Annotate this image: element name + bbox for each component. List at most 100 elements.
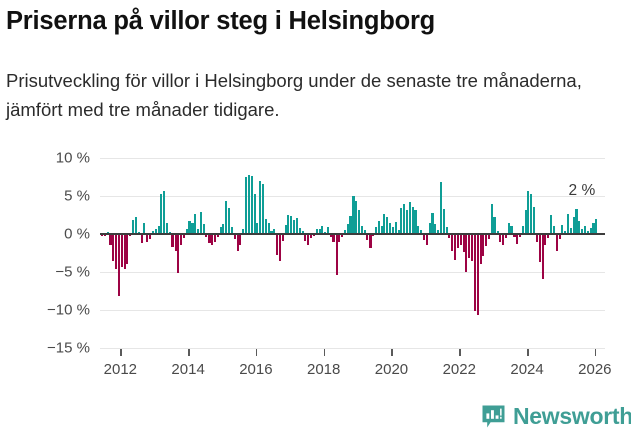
- chart-bar: [239, 234, 242, 245]
- last-value-annotation: 2 %: [568, 182, 596, 200]
- chart-bar: [383, 214, 386, 234]
- chart-bar: [524, 210, 527, 234]
- chart-bar: [578, 221, 581, 234]
- chart-bar: [493, 217, 496, 234]
- chart-bar: [552, 226, 555, 234]
- chart-bar: [377, 221, 380, 234]
- chart-bar: [501, 234, 505, 246]
- chart-bar: [281, 234, 284, 241]
- chart-bar: [247, 175, 250, 234]
- chart-bar: [261, 183, 265, 234]
- chart-bar: [448, 234, 451, 238]
- chart-bar: [434, 224, 437, 234]
- chart-bar: [400, 208, 403, 234]
- chart-bar: [129, 234, 132, 237]
- chart-bar: [372, 234, 375, 237]
- chart-bar: [538, 234, 541, 263]
- chart-bar: [301, 230, 304, 234]
- chart-bar: [323, 231, 327, 234]
- chart-bar: [411, 207, 414, 234]
- chart-bar: [191, 222, 194, 234]
- x-axis-tick-label: 2018: [307, 361, 341, 378]
- gridline: [100, 310, 605, 311]
- chart-bar: [318, 229, 321, 234]
- x-axis-tick-label: 2014: [171, 361, 205, 378]
- x-axis-tick: [188, 349, 190, 356]
- chart-bar: [442, 208, 445, 234]
- chart-bar: [346, 224, 349, 234]
- chart-bar: [586, 230, 589, 234]
- chart-bar: [583, 226, 587, 234]
- chart-bar: [157, 226, 160, 234]
- x-axis-tick-label: 2020: [374, 361, 409, 378]
- chart-bar: [496, 230, 499, 234]
- chart-bar: [521, 225, 525, 234]
- y-axis-tick-label: −15 %: [47, 339, 90, 357]
- gridline: [100, 158, 605, 159]
- x-axis-tick: [120, 349, 122, 356]
- chart-bar: [202, 224, 205, 234]
- x-axis-tick-label: 2016: [239, 361, 273, 378]
- x-axis-tick-label: 2026: [578, 361, 612, 378]
- chart-bar: [569, 227, 572, 234]
- chart-bar: [208, 234, 211, 244]
- chart-bar: [357, 209, 360, 234]
- chart-bar: [179, 234, 183, 246]
- chart-bar: [386, 216, 389, 234]
- chart-bar: [284, 224, 287, 234]
- y-axis-tick-label: −5 %: [55, 263, 90, 281]
- chart-bar: [194, 214, 197, 234]
- chart-bar: [132, 219, 135, 234]
- chart-bar: [476, 234, 479, 316]
- chart-bar: [389, 222, 392, 234]
- chart-bar: [213, 234, 216, 243]
- chart-bar: [287, 215, 290, 234]
- chart-bar: [149, 234, 152, 240]
- chart-bar: [352, 196, 355, 234]
- chart-bar: [575, 208, 578, 234]
- chart-bar: [236, 234, 239, 252]
- chart-bar: [572, 216, 575, 234]
- chart-bar: [120, 234, 123, 267]
- chart-bar: [406, 209, 409, 234]
- chart-bar: [490, 204, 493, 234]
- chart-bar: [298, 227, 301, 234]
- chart-bar: [428, 223, 431, 234]
- chart-bar: [199, 211, 203, 234]
- chart-bar: [154, 229, 157, 234]
- chart-bar: [140, 234, 143, 244]
- chart-bar: [205, 234, 208, 238]
- chart-bar: [327, 227, 330, 234]
- chart-bar: [222, 224, 225, 234]
- y-axis-tick-label: 10 %: [55, 149, 90, 167]
- chart-bar: [589, 227, 592, 234]
- chart-bar: [109, 234, 112, 245]
- chart-bar: [391, 227, 394, 234]
- chart-bar: [595, 218, 598, 234]
- chart-bar: [360, 226, 364, 234]
- chart-bar: [293, 220, 296, 234]
- chart-bar: [166, 222, 169, 234]
- chart-bar: [290, 215, 293, 234]
- chart-bar: [112, 234, 115, 262]
- chart-bar: [408, 202, 411, 234]
- newsworthy-logo: Newsworthy: [481, 404, 631, 429]
- chart-bar: [183, 234, 186, 238]
- chart-bar: [146, 234, 149, 242]
- chart-bar: [422, 234, 426, 241]
- chart-bar: [250, 176, 253, 234]
- chart-bar: [550, 215, 553, 234]
- chart-bar: [219, 227, 222, 234]
- chart-bar: [216, 234, 219, 238]
- chart-bar: [527, 191, 530, 234]
- chart-bar: [321, 226, 324, 234]
- chart-bar: [535, 234, 538, 242]
- chart-bar: [369, 234, 372, 249]
- x-axis-tick-label: 2012: [103, 361, 138, 378]
- chart-bar: [437, 230, 440, 234]
- chart-bar: [513, 234, 516, 238]
- chart-bar: [273, 228, 276, 234]
- chart-bar: [451, 234, 454, 251]
- chart-bar: [304, 234, 307, 241]
